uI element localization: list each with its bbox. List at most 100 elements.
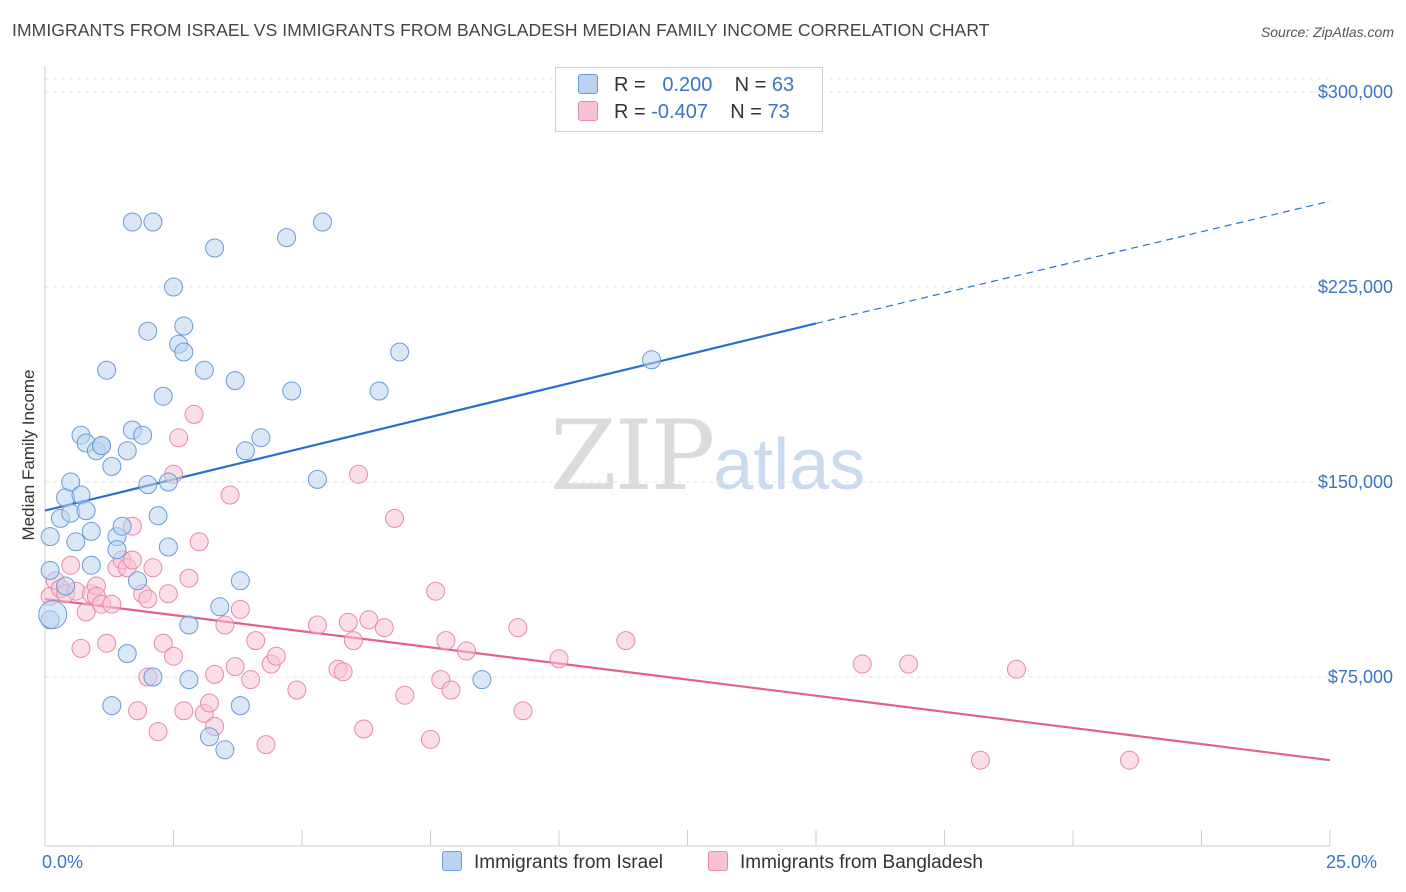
point-bangladesh — [169, 428, 189, 448]
point-israel — [472, 670, 492, 690]
bottom-legend-israel: Immigrants from Israel — [442, 851, 663, 874]
watermark: ZIPatlas — [550, 400, 865, 512]
point-israel — [277, 228, 297, 248]
point-israel — [143, 667, 163, 687]
bottom-legend-bangladesh-label: Immigrants from Bangladesh — [740, 852, 983, 873]
point-israel — [205, 238, 225, 258]
point-bangladesh — [179, 568, 199, 588]
data-points — [38, 212, 1140, 770]
point-bangladesh — [61, 555, 81, 575]
legend-israel-n-value: 63 — [771, 74, 795, 96]
point-bangladesh — [266, 646, 286, 666]
point-israel — [313, 212, 333, 232]
source-label: Source: ZipAtlas.com — [1260, 24, 1394, 40]
y-tick-label: $225,000 — [1318, 277, 1393, 297]
point-bangladesh — [138, 589, 158, 609]
legend-row-israel: R = 0.200 N = 63 — [578, 74, 794, 100]
point-bangladesh — [307, 615, 327, 635]
point-bangladesh — [230, 599, 250, 619]
point-bangladesh — [395, 685, 415, 705]
point-bangladesh — [374, 618, 394, 638]
point-bangladesh — [71, 638, 91, 658]
point-bangladesh — [174, 701, 194, 721]
point-bangladesh — [76, 602, 96, 622]
point-bangladesh — [508, 618, 528, 638]
point-israel — [199, 727, 219, 747]
legend-israel-n-label: N = — [734, 74, 767, 96]
point-israel — [56, 576, 76, 596]
bottom-legend-israel-label: Immigrants from Israel — [474, 852, 663, 873]
point-israel — [112, 516, 132, 536]
point-bangladesh — [97, 633, 117, 653]
point-bangladesh — [241, 670, 261, 690]
trend-line-israel-dashed — [815, 200, 1331, 324]
point-israel — [153, 386, 173, 406]
point-bangladesh — [246, 631, 266, 651]
legend-israel-r-label: R = — [614, 74, 646, 96]
point-bangladesh — [225, 657, 245, 677]
point-bangladesh — [441, 680, 461, 700]
point-israel — [40, 527, 60, 547]
point-israel — [235, 441, 255, 461]
legend-bangladesh-r-label: R = — [614, 101, 646, 123]
point-israel — [390, 342, 410, 362]
y-axis-label: Median Family Income — [19, 369, 38, 540]
point-bangladesh — [220, 485, 240, 505]
point-bangladesh — [128, 701, 148, 721]
legend-israel-r-value: 0.200 — [662, 74, 713, 96]
point-israel — [138, 475, 158, 495]
point-bangladesh — [158, 584, 178, 604]
point-israel — [369, 381, 389, 401]
watermark-atlas: atlas — [713, 425, 866, 505]
point-bangladesh — [287, 680, 307, 700]
point-bangladesh — [616, 631, 636, 651]
point-bangladesh — [122, 550, 142, 570]
point-israel — [117, 441, 137, 461]
point-israel — [102, 456, 122, 476]
point-israel — [174, 342, 194, 362]
point-bangladesh — [199, 693, 219, 713]
point-israel — [642, 350, 662, 370]
point-bangladesh — [164, 646, 183, 666]
point-bangladesh — [970, 750, 990, 770]
point-bangladesh — [899, 654, 919, 674]
point-bangladesh — [1120, 750, 1140, 770]
legend-swatch-israel — [578, 74, 598, 94]
legend-row-bangladesh: R = -0.407 N = 73 — [578, 101, 790, 127]
point-israel — [230, 696, 250, 716]
x-tick-label-min: 0.0% — [42, 852, 84, 872]
point-israel — [97, 360, 117, 380]
point-israel — [66, 532, 86, 552]
legend-swatch-bangladesh — [578, 101, 598, 121]
trend-line-bangladesh — [44, 597, 1331, 762]
point-bangladesh — [385, 508, 405, 528]
point-israel — [158, 537, 178, 557]
point-israel — [148, 506, 168, 526]
point-bangladesh — [426, 581, 446, 601]
point-israel — [174, 316, 194, 336]
bottom-legend-bangladesh: Immigrants from Bangladesh — [708, 851, 983, 874]
legend-bangladesh-n-value: 73 — [767, 101, 790, 123]
bottom-legend-swatch-bangladesh — [708, 851, 728, 871]
point-israel — [38, 600, 68, 630]
correlation-legend: R = 0.200 N = 63 R = -0.407 N = 73 — [555, 67, 823, 132]
point-bangladesh — [215, 615, 235, 635]
legend-bangladesh-n-label: N = — [730, 101, 762, 123]
point-israel — [133, 425, 153, 445]
point-israel — [40, 560, 60, 580]
point-israel — [230, 571, 250, 591]
point-bangladesh — [338, 612, 358, 632]
point-bangladesh — [153, 633, 173, 653]
point-israel — [107, 540, 127, 560]
trend-lines — [44, 200, 1331, 762]
point-israel — [164, 277, 183, 297]
point-israel — [225, 371, 245, 391]
point-israel — [81, 521, 101, 541]
point-bangladesh — [184, 404, 204, 424]
point-bangladesh — [354, 719, 374, 739]
point-israel — [143, 212, 163, 232]
x-tick-label-max: 25.0% — [1326, 852, 1378, 872]
point-bangladesh — [1006, 659, 1026, 679]
legend-bangladesh-r-value: -0.407 — [651, 101, 708, 123]
point-bangladesh — [189, 532, 209, 552]
